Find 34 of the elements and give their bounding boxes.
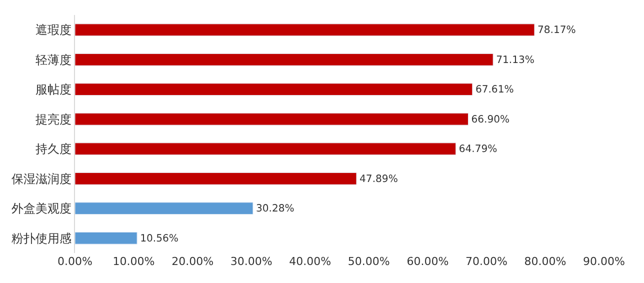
data-label: 66.90% [471, 114, 510, 126]
y-tick-label: 外盒美观度 [12, 202, 72, 216]
bar [75, 232, 138, 244]
bar [75, 24, 535, 36]
y-tick-label: 保湿滋润度 [12, 172, 72, 186]
x-tick-label: 60.00% [406, 255, 449, 268]
bar [75, 172, 357, 185]
bar [75, 112, 468, 126]
data-label: 10.56% [140, 233, 178, 244]
x-tick-label: 80.00% [524, 255, 566, 268]
bar [75, 83, 473, 96]
bar [75, 142, 456, 156]
x-tick-label: 90.00% [583, 255, 625, 268]
data-label: 47.89% [360, 174, 398, 185]
x-tick-label: 10.00% [112, 255, 155, 268]
bar [75, 53, 494, 66]
x-tick-label: 40.00% [289, 255, 332, 268]
y-tick-label: 持久度 [36, 142, 72, 156]
data-label: 78.17% [538, 25, 576, 36]
y-tick-label: 服帖度 [36, 82, 72, 97]
bar [75, 202, 254, 215]
x-tick-label: 30.00% [230, 255, 272, 268]
y-tick-label: 遮瑕度 [36, 23, 72, 38]
data-label: 71.13% [496, 54, 534, 66]
x-tick-label: 0.00% [58, 255, 92, 268]
x-tick-label: 70.00% [465, 255, 508, 268]
y-tick-label: 粉扑使用感 [12, 231, 72, 246]
data-label: 67.61% [475, 84, 514, 96]
y-tick-label: 轻薄度 [36, 52, 72, 67]
x-tick-label: 20.00% [172, 255, 214, 268]
y-tick-label: 提亮度 [36, 112, 72, 126]
data-label: 64.79% [458, 144, 498, 156]
data-label: 30.28% [256, 204, 294, 215]
x-tick-label: 50.00% [348, 255, 390, 268]
